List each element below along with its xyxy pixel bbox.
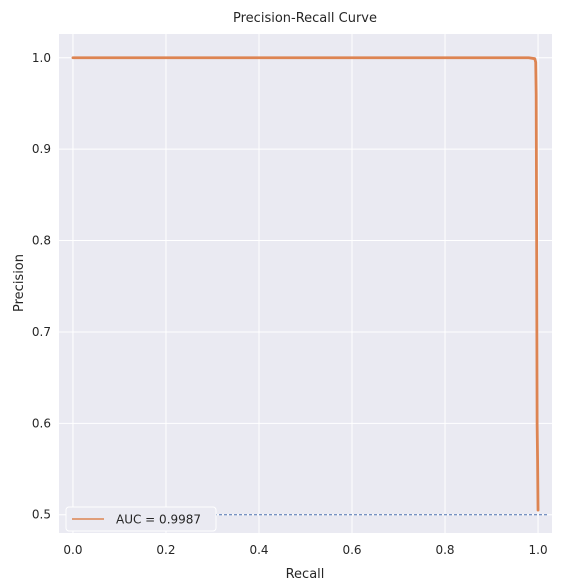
plot-area (59, 34, 552, 533)
x-tick-labels: 0.0 0.2 0.4 0.6 0.8 1.0 (63, 543, 547, 557)
y-tick-label: 0.5 (32, 508, 51, 522)
pr-curve-line (71, 56, 540, 512)
y-axis-label: Precision (12, 254, 27, 312)
y-tick-label: 0.8 (32, 234, 51, 248)
x-tick-label: 0.8 (435, 543, 454, 557)
y-tick-label: 0.7 (32, 325, 51, 339)
x-tick-label: 0.0 (63, 543, 82, 557)
series-layer (69, 56, 548, 516)
y-tick-label: 0.9 (32, 142, 51, 156)
x-tick-label: 0.2 (156, 543, 175, 557)
x-axis-label: Recall (286, 567, 325, 582)
legend-box (65, 506, 217, 532)
x-tick-label: 0.4 (249, 543, 268, 557)
gridlines (59, 34, 552, 533)
chart-title: Precision-Recall Curve (233, 11, 377, 26)
legend-label: AUC = 0.9987 (116, 513, 201, 527)
legend: AUC = 0.9987 (65, 506, 217, 532)
y-tick-label: 1.0 (32, 51, 51, 65)
x-tick-label: 1.0 (529, 543, 548, 557)
y-tick-labels: 0.5 0.6 0.7 0.8 0.9 1.0 (32, 51, 51, 522)
x-tick-label: 0.6 (342, 543, 361, 557)
y-tick-label: 0.6 (32, 416, 51, 430)
